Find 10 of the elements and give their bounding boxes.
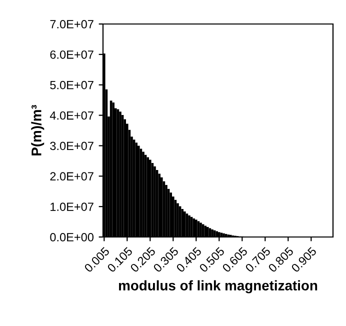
y-tick-label: 7.0E+07 bbox=[50, 20, 94, 28]
y-tick-label: 3.0E+07 bbox=[50, 142, 94, 150]
y-axis-title: P(m)/m³ bbox=[31, 104, 44, 156]
y-tick-label: 6.0E+07 bbox=[50, 50, 94, 59]
y-tick-label: 1.0E+07 bbox=[50, 202, 94, 211]
y-tick-label: 5.0E+07 bbox=[50, 80, 94, 90]
y-tick-label: 4.0E+07 bbox=[50, 111, 94, 120]
y-tick-label: 0.0E+00 bbox=[50, 233, 94, 242]
x-axis-title: modulus of link magnetization bbox=[119, 280, 318, 294]
y-tick-label: 2.0E+07 bbox=[50, 172, 94, 181]
